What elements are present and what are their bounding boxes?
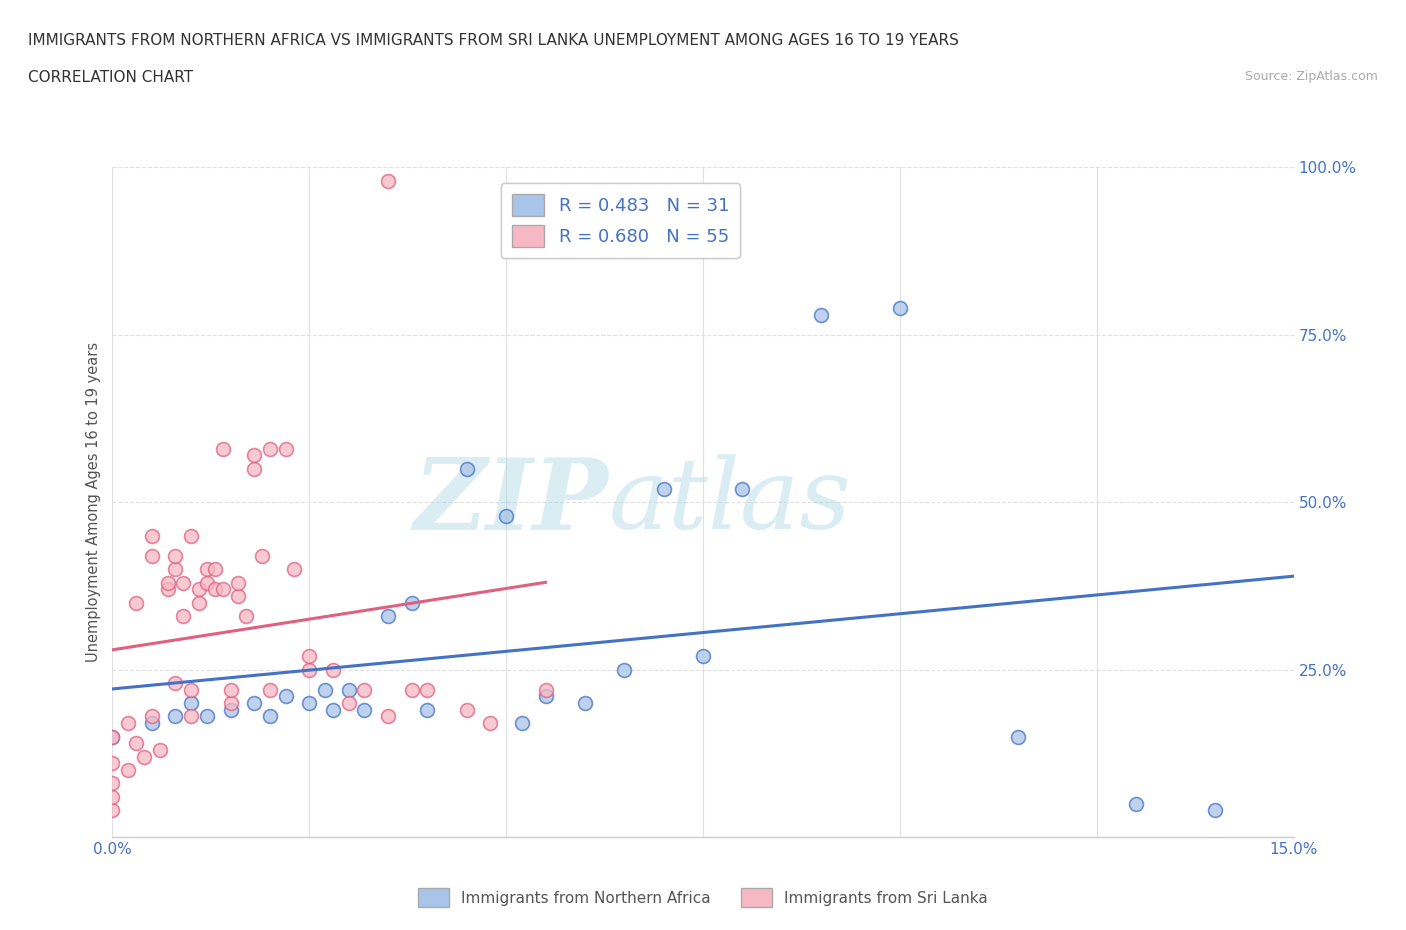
Point (250, 549, 273, 564)
Point (101, 729, 124, 744)
Point (172, 608, 194, 623)
Point (132, 750, 155, 764)
Point (180, 683, 202, 698)
Point (211, 441, 233, 456)
Point (298, 662, 321, 677)
Legend: R = 0.483   N = 31, R = 0.680   N = 55: R = 0.483 N = 31, R = 0.680 N = 55 (501, 183, 740, 258)
Legend: Immigrants from Northern Africa, Immigrants from Sri Lanka: Immigrants from Northern Africa, Immigra… (412, 883, 994, 913)
Point (188, 595, 211, 610)
Point (731, 482, 754, 497)
Point (101, 729, 124, 744)
Point (692, 649, 714, 664)
Point (377, 608, 399, 623)
Point (534, 683, 557, 698)
Point (510, 716, 533, 731)
Point (101, 790, 124, 804)
Point (613, 662, 636, 677)
Point (1204, 803, 1226, 817)
Point (117, 763, 139, 777)
Point (416, 702, 439, 717)
Point (228, 575, 250, 590)
Point (353, 702, 375, 717)
Text: Source: ZipAtlas.com: Source: ZipAtlas.com (1244, 70, 1378, 83)
Point (172, 575, 194, 590)
Point (274, 689, 297, 704)
Point (377, 173, 399, 188)
Point (211, 582, 233, 597)
Point (219, 696, 242, 711)
Point (401, 595, 423, 610)
Point (165, 709, 187, 724)
Point (219, 702, 242, 717)
Point (322, 662, 344, 677)
Text: CORRELATION CHART: CORRELATION CHART (28, 70, 193, 85)
Point (219, 683, 242, 698)
Point (195, 575, 218, 590)
Text: ZIP: ZIP (413, 454, 609, 551)
Point (165, 562, 187, 577)
Point (165, 675, 187, 690)
Point (416, 683, 439, 698)
Point (574, 696, 596, 711)
Point (243, 448, 266, 463)
Point (243, 461, 266, 476)
Point (117, 716, 139, 731)
Point (353, 683, 375, 698)
Point (195, 562, 218, 577)
Y-axis label: Unemployment Among Ages 16 to 19 years: Unemployment Among Ages 16 to 19 years (86, 342, 101, 662)
Point (274, 441, 297, 456)
Point (456, 702, 478, 717)
Point (259, 441, 281, 456)
Point (204, 582, 226, 597)
Point (180, 528, 202, 543)
Point (889, 300, 911, 315)
Point (101, 756, 124, 771)
Point (101, 776, 124, 790)
Point (149, 742, 172, 757)
Point (337, 683, 360, 698)
Point (180, 709, 202, 724)
Point (228, 589, 250, 604)
Point (283, 562, 305, 577)
Point (101, 803, 124, 817)
Point (322, 702, 344, 717)
Point (125, 595, 148, 610)
Point (156, 575, 179, 590)
Point (188, 582, 211, 597)
Point (495, 508, 517, 523)
Point (534, 689, 557, 704)
Point (180, 696, 202, 711)
Point (125, 736, 148, 751)
Point (479, 716, 502, 731)
Point (141, 709, 163, 724)
Point (298, 649, 321, 664)
Point (456, 461, 478, 476)
Point (204, 562, 226, 577)
Point (810, 307, 832, 322)
Point (1007, 729, 1029, 744)
Point (195, 709, 218, 724)
Point (141, 549, 163, 564)
Point (401, 683, 423, 698)
Point (141, 528, 163, 543)
Point (156, 582, 179, 597)
Point (652, 482, 675, 497)
Point (259, 709, 281, 724)
Point (314, 683, 336, 698)
Text: IMMIGRANTS FROM NORTHERN AFRICA VS IMMIGRANTS FROM SRI LANKA UNEMPLOYMENT AMONG : IMMIGRANTS FROM NORTHERN AFRICA VS IMMIG… (28, 33, 959, 47)
Text: atlas: atlas (609, 455, 851, 550)
Point (1125, 796, 1147, 811)
Point (243, 696, 266, 711)
Point (298, 696, 321, 711)
Point (165, 549, 187, 564)
Point (337, 696, 360, 711)
Point (141, 716, 163, 731)
Point (377, 709, 399, 724)
Point (235, 608, 257, 623)
Point (259, 683, 281, 698)
